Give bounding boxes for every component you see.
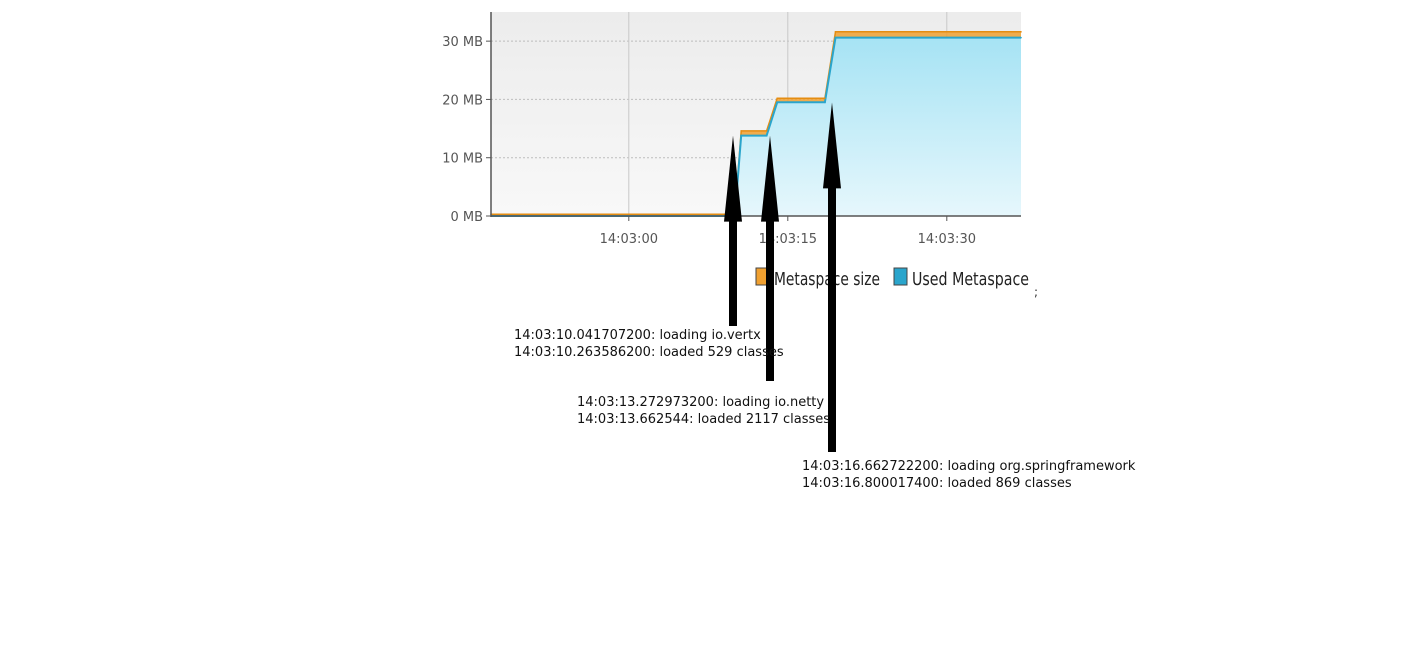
used-metaspace-point bbox=[1020, 36, 1022, 39]
metaspace-size-point bbox=[776, 97, 778, 100]
y-tick-label: 10 MB bbox=[442, 152, 483, 167]
annotation-text: 14:03:13.272973200: loading io.netty 14:0… bbox=[577, 394, 830, 428]
annotation-arrows bbox=[724, 102, 841, 453]
annotation-arrow-head bbox=[823, 102, 841, 189]
used-metaspace-point bbox=[834, 36, 837, 39]
x-axis-tick-labels: 14:03:00 14:03:15 14:03:30 bbox=[600, 232, 976, 247]
used-metaspace-point bbox=[824, 101, 826, 104]
annotation-text: 14:03:16.662722200: loading org.springfr… bbox=[802, 458, 1135, 492]
legend-label: Metaspace size bbox=[774, 269, 880, 290]
annotation-line: 14:03:10.263586200: loaded 529 classes bbox=[514, 345, 784, 360]
x-tick-label: 14:03:00 bbox=[600, 232, 658, 247]
annotation-line: 14:03:16.800017400: loaded 869 classes bbox=[802, 476, 1072, 491]
annotation-line: 14:03:13.272973200: loading io.netty bbox=[577, 395, 825, 410]
metaspace-size-point bbox=[1020, 31, 1022, 33]
legend-overflow-glyph: ; bbox=[1034, 285, 1038, 299]
metaspace-size-point bbox=[740, 130, 742, 132]
annotation-line: 14:03:16.662722200: loading org.springfr… bbox=[802, 459, 1136, 474]
y-tick-label: 20 MB bbox=[442, 93, 483, 108]
annotation-line: 14:03:13.662544: loaded 2117 classes bbox=[577, 412, 831, 427]
x-tick-label: 14:03:30 bbox=[918, 232, 976, 247]
annotation-line: 14:03:10.041707200: loading io.vertx bbox=[514, 328, 761, 343]
metaspace-size-point bbox=[765, 130, 768, 132]
legend: Metaspace size Used Metaspace bbox=[755, 267, 1029, 290]
metaspace-size-point bbox=[834, 31, 837, 33]
annotation-arrow-shaft bbox=[828, 186, 836, 453]
used-metaspace-point bbox=[776, 101, 778, 104]
axes bbox=[486, 12, 1021, 221]
used-metaspace-point bbox=[765, 134, 768, 137]
annotation-arrow-shaft bbox=[766, 219, 774, 381]
legend-swatch bbox=[893, 267, 908, 286]
annotation-arrow-head bbox=[724, 135, 742, 222]
legend-label: Used Metaspace bbox=[912, 269, 1029, 290]
y-tick-label: 0 MB bbox=[450, 210, 483, 225]
used-metaspace-area bbox=[491, 37, 1021, 216]
y-tick-label: 30 MB bbox=[442, 35, 483, 50]
y-axis-tick-labels: 0 MB 10 MB 20 MB 30 MB bbox=[442, 35, 483, 225]
used-metaspace-point bbox=[740, 134, 742, 137]
annotation-arrow-shaft bbox=[729, 219, 737, 326]
metaspace-size-point bbox=[824, 97, 826, 100]
annotation-arrow-head bbox=[761, 135, 779, 222]
annotation-text: 14:03:10.041707200: loading io.vertx 14:0… bbox=[514, 327, 784, 361]
